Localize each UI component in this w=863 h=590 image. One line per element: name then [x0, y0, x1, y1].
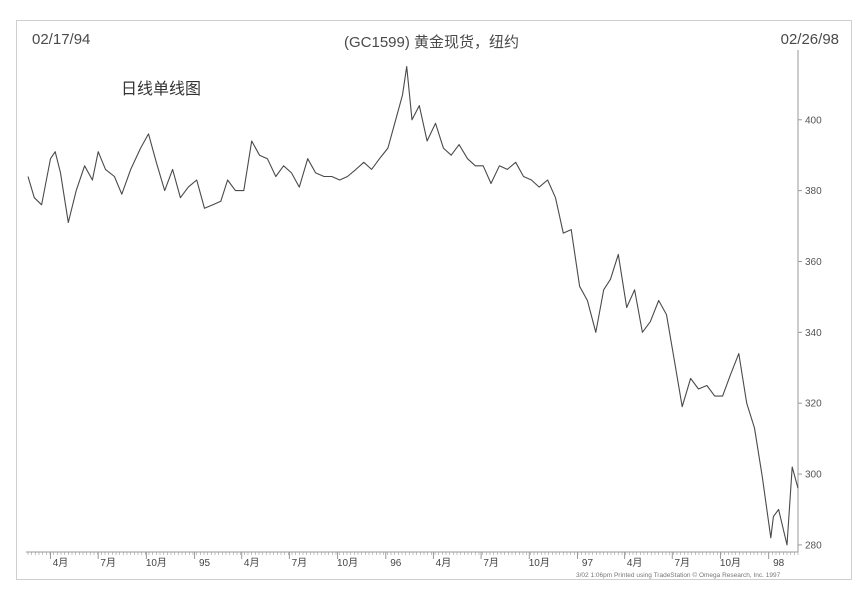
x-tick-label: 98 — [773, 558, 785, 569]
y-tick-label: 280 — [805, 540, 822, 551]
y-tick-label: 380 — [805, 186, 822, 197]
x-tick-label: 7月 — [292, 557, 308, 569]
y-tick-label: 400 — [805, 115, 822, 126]
y-tick-label: 320 — [805, 399, 822, 410]
credit-text: 3/02 1:06pm Printed using TradeStation ©… — [576, 572, 781, 579]
x-tick-label: 10月 — [337, 557, 358, 569]
x-tick-label: 97 — [582, 558, 594, 569]
x-tick-label: 4月 — [244, 557, 260, 569]
y-tick-label: 340 — [805, 328, 822, 339]
x-tick-label: 10月 — [146, 557, 167, 569]
end-date: 02/26/98 — [780, 31, 839, 48]
x-tick-label: 4月 — [436, 557, 452, 569]
x-tick-label: 10月 — [529, 557, 550, 569]
chart-frame — [16, 20, 852, 580]
x-tick-label: 4月 — [627, 557, 643, 569]
chart-title: (GC1599) 黄金现货，纽约 — [343, 34, 520, 51]
x-tick-label: 7月 — [675, 557, 691, 569]
y-tick-label: 300 — [805, 470, 822, 481]
x-tick-label: 96 — [390, 558, 402, 569]
y-tick-label: 360 — [805, 257, 822, 268]
x-tick-label: 7月 — [483, 557, 499, 569]
price-line — [27, 66, 799, 546]
start-date: 02/17/94 — [32, 31, 91, 48]
x-tick-label: 95 — [199, 558, 211, 569]
x-tick-label: 10月 — [720, 557, 741, 569]
x-tick-label: 7月 — [100, 557, 116, 569]
chart-subtitle: 日线单线图 — [121, 81, 202, 98]
x-tick-label: 4月 — [53, 557, 69, 569]
